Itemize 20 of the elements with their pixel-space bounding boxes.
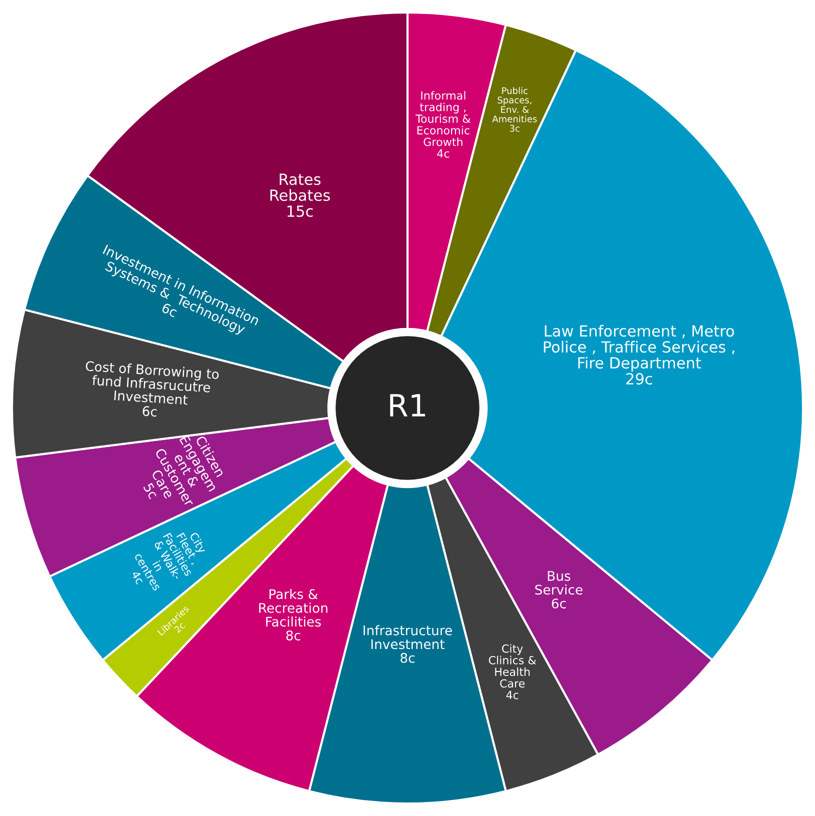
slice-label: Rates Rebates — [270, 174, 330, 201]
data-label: 29c — [626, 373, 652, 385]
data-label: 4c — [437, 149, 450, 158]
data-label: 4c — [506, 690, 518, 700]
data-label: 6c — [552, 598, 566, 608]
slice-label: Public Spaces, Env. & Amenities — [492, 87, 537, 122]
slice-label: City Clinics & Health Care — [488, 644, 536, 688]
slice-label: Informal trading , Tourism & Economic Growth — [416, 91, 470, 146]
data-label: 8c — [400, 652, 415, 663]
slice-label: Law Enforcement , Metro Police , Traffice Services , Fire Department — [544, 324, 734, 372]
slice-label: Infrastructure Investment — [364, 625, 452, 650]
slice-label: Parks & Recreation Facilities — [259, 588, 328, 627]
data-label: 3c — [510, 124, 520, 132]
data-label: 8c — [286, 630, 300, 640]
data-label: 15c — [288, 206, 313, 217]
text: R1 — [390, 394, 426, 416]
data-label: 6c — [142, 406, 158, 417]
data-label: 6c — [161, 302, 178, 318]
slice-label: Bus Service — [535, 571, 582, 595]
slice-label: Cost of Borrowing to fund Infrasrucutre Investment — [85, 360, 220, 405]
